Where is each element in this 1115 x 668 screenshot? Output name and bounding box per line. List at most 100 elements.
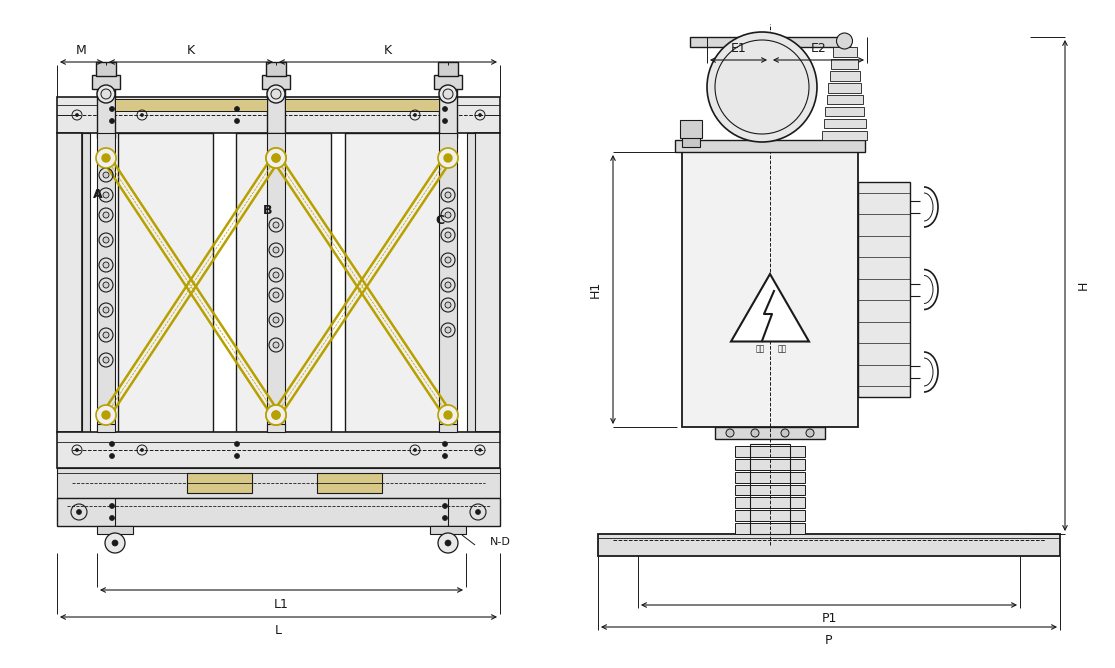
Circle shape [273, 222, 279, 228]
Bar [735, 446, 805, 457]
Bar [83, 133, 90, 432]
Bar [825, 107, 864, 116]
Circle shape [266, 148, 287, 168]
Circle shape [266, 85, 285, 103]
Circle shape [109, 106, 115, 112]
Circle shape [273, 317, 279, 323]
Circle shape [266, 405, 287, 425]
Text: A: A [94, 188, 103, 202]
Circle shape [445, 192, 450, 198]
Circle shape [112, 540, 118, 546]
Bar [830, 71, 860, 81]
Circle shape [103, 282, 109, 288]
Circle shape [103, 212, 109, 218]
Circle shape [443, 454, 447, 458]
Bar [57, 432, 500, 468]
Circle shape [101, 411, 110, 419]
Text: C: C [436, 214, 445, 226]
Bar [715, 427, 825, 439]
Circle shape [234, 106, 240, 112]
Circle shape [443, 442, 447, 446]
Circle shape [234, 118, 240, 124]
Bar [750, 444, 791, 534]
Circle shape [273, 247, 279, 253]
Bar [828, 83, 861, 92]
Text: P: P [825, 635, 833, 647]
Circle shape [445, 232, 450, 238]
Circle shape [273, 272, 279, 278]
Circle shape [438, 148, 458, 168]
Bar [735, 484, 805, 496]
Text: H1: H1 [589, 281, 601, 298]
Bar [57, 468, 500, 498]
Circle shape [443, 106, 447, 112]
Bar [236, 133, 331, 432]
Bar [93, 75, 120, 89]
Text: M: M [76, 43, 87, 57]
Circle shape [438, 405, 458, 425]
Circle shape [103, 237, 109, 243]
Bar [439, 133, 457, 432]
Bar [735, 498, 805, 508]
Circle shape [105, 533, 125, 553]
Bar [438, 62, 458, 76]
Bar [97, 424, 115, 432]
Circle shape [443, 516, 447, 520]
Bar [824, 119, 865, 128]
Circle shape [76, 114, 78, 116]
Circle shape [445, 257, 450, 263]
Circle shape [414, 448, 417, 452]
Bar [57, 133, 83, 432]
Circle shape [445, 540, 450, 546]
Bar [735, 472, 805, 482]
Circle shape [109, 516, 115, 520]
Bar [475, 133, 500, 432]
Circle shape [272, 411, 280, 419]
Bar [826, 95, 863, 104]
Circle shape [101, 154, 110, 162]
Polygon shape [731, 274, 809, 341]
Bar [97, 526, 133, 534]
Bar [285, 99, 439, 111]
Bar [675, 140, 865, 152]
Text: 高压: 高压 [755, 344, 765, 353]
Circle shape [445, 212, 450, 218]
Text: E2: E2 [811, 41, 826, 55]
Circle shape [271, 89, 281, 99]
Circle shape [445, 327, 450, 333]
Bar [345, 133, 440, 432]
Circle shape [234, 442, 240, 446]
Circle shape [445, 282, 450, 288]
Circle shape [109, 442, 115, 446]
Circle shape [443, 89, 453, 99]
Bar [859, 182, 910, 397]
Bar [598, 534, 1060, 556]
Circle shape [780, 429, 789, 437]
Circle shape [272, 154, 280, 162]
Circle shape [101, 89, 112, 99]
Bar [439, 424, 457, 432]
Circle shape [443, 504, 447, 508]
Circle shape [109, 118, 115, 124]
Bar [831, 59, 859, 69]
Circle shape [140, 114, 144, 116]
Bar [118, 133, 213, 432]
Circle shape [707, 32, 817, 142]
Circle shape [109, 504, 115, 508]
Bar [57, 498, 500, 526]
Text: K: K [187, 43, 195, 57]
Circle shape [273, 342, 279, 348]
Text: B: B [263, 204, 273, 216]
Circle shape [266, 405, 287, 425]
Bar [822, 130, 867, 140]
Bar [833, 47, 856, 57]
Bar [735, 510, 805, 521]
Bar [439, 87, 457, 138]
Bar [262, 75, 290, 89]
Circle shape [103, 262, 109, 268]
Bar [187, 473, 252, 493]
Text: N-D: N-D [489, 537, 511, 547]
Circle shape [103, 172, 109, 178]
Bar [266, 87, 285, 138]
Bar [682, 137, 700, 147]
